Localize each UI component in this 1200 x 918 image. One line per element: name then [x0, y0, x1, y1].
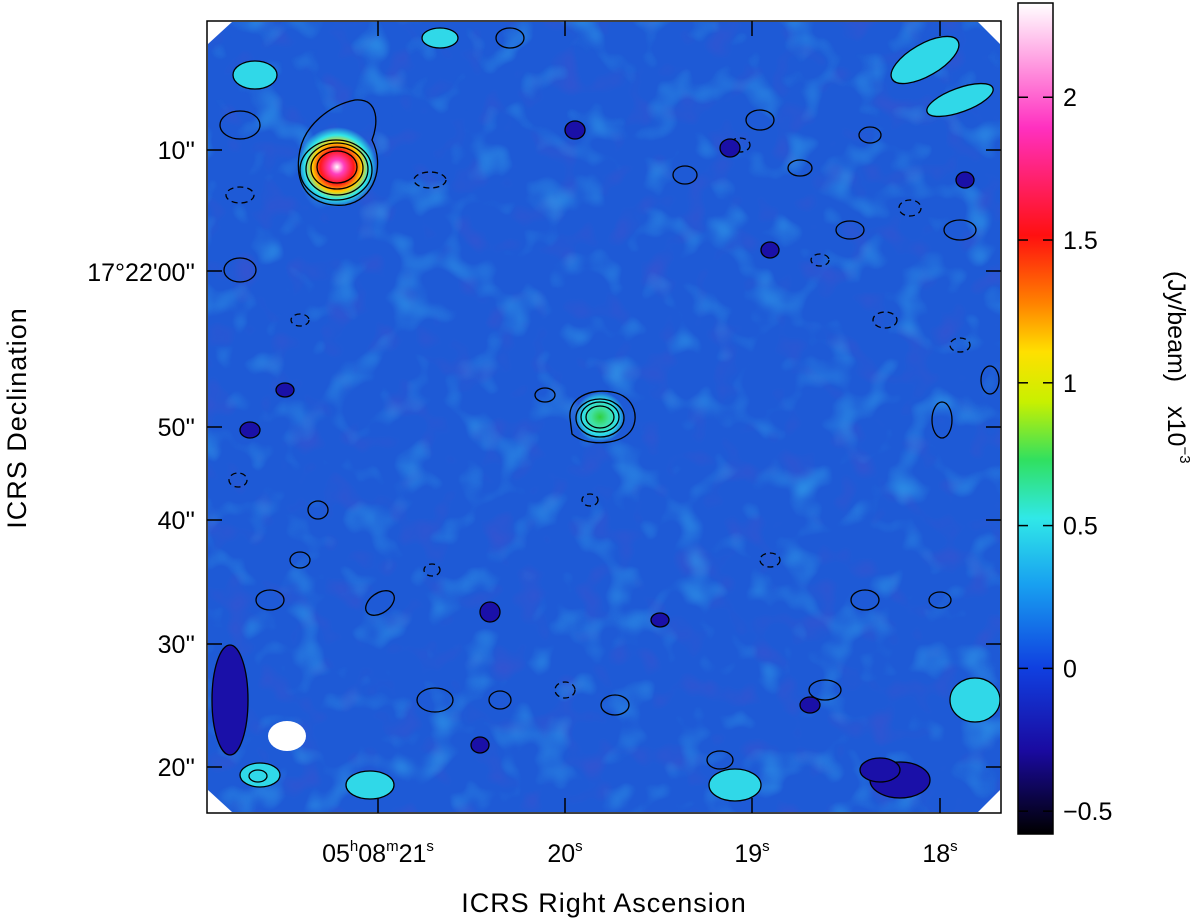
- x-axis-title: ICRS Right Ascension: [461, 888, 747, 918]
- colorbar-ticks: 2 1.5 1 0.5 0 −0.5: [1018, 84, 1112, 826]
- y-tick-labels: 10'' 17°22'00'' 50'' 40'' 30'' 20'': [87, 137, 195, 782]
- colorbar: 2 1.5 1 0.5 0 −0.5 (Jy/beam)x10−3: [1017, 2, 1193, 835]
- colorbar-tick-label: 0.5: [1063, 513, 1098, 541]
- colorbar-tick-label: −0.5: [1063, 798, 1112, 826]
- bright-source: [297, 127, 377, 207]
- contours: [211, 27, 1000, 802]
- edge-noise: [212, 28, 1000, 801]
- colorbar-tick-label: 2: [1063, 84, 1077, 112]
- colorbar-label: (Jy/beam)x10−3: [1162, 271, 1193, 464]
- colorbar-tick-label: 1.5: [1063, 227, 1098, 255]
- x-tick-label: 18s: [922, 838, 957, 868]
- x-tick-label: 20s: [547, 838, 582, 868]
- y-tick-label: 17°22'00'': [87, 259, 195, 287]
- colorbar-frame: [1017, 2, 1054, 835]
- colorbar-gradient: [1018, 3, 1053, 834]
- x-tick-label: 19s: [734, 838, 769, 868]
- y-tick-label: 20'': [158, 754, 195, 782]
- central-source: [575, 392, 625, 442]
- y-axis-title: ICRS Declination: [2, 307, 32, 529]
- image-frame: [206, 20, 1002, 814]
- y-tick-label: 30'': [158, 631, 195, 659]
- y-tick-label: 50'': [158, 414, 195, 442]
- beam-ellipse: [268, 721, 306, 751]
- y-tick-label: 10'': [158, 137, 195, 165]
- colorbar-tick-label: 1: [1063, 370, 1077, 398]
- x-tick-label: 05h08m21s: [322, 838, 434, 868]
- tick-marks: [207, 21, 1001, 813]
- dark-blobs: [239, 120, 975, 783]
- x-tick-labels: 05h08m21s 20s 19s 18s: [322, 838, 958, 868]
- negative-contours: [225, 137, 971, 699]
- colorbar-tick-label: 0: [1063, 655, 1077, 683]
- y-tick-label: 40'': [158, 507, 195, 535]
- image-panel: 10'' 17°22'00'' 50'' 40'' 30'' 20'' 05h0…: [2, 20, 1002, 918]
